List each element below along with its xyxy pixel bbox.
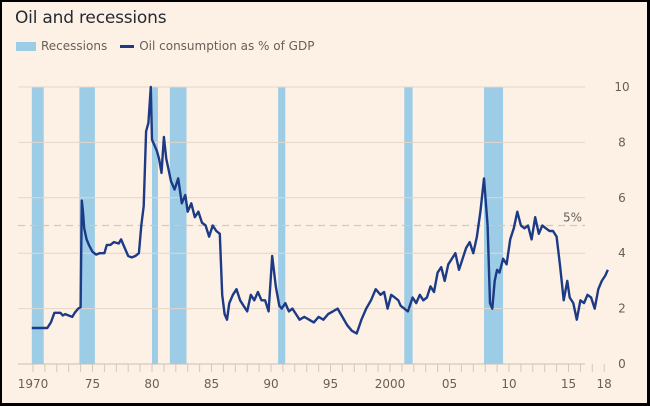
oil-consumption-line	[31, 85, 609, 335]
y-tick-label: 0	[618, 357, 626, 371]
x-tick-label: 10	[501, 377, 516, 391]
x-tick-label: 95	[323, 377, 338, 391]
legend-label-recessions: Recessions	[41, 39, 108, 53]
legend-swatch-oil	[120, 44, 135, 48]
x-tick-label: 75	[85, 377, 100, 391]
y-tick-label: 6	[618, 191, 626, 205]
reference-line-label: 5%	[563, 211, 582, 225]
x-tick-label: 15	[561, 377, 576, 391]
y-tick-label: 8	[618, 135, 626, 149]
recession-band	[79, 87, 95, 364]
y-tick-label: 10	[614, 80, 629, 94]
y-tick-label: 4	[618, 246, 626, 260]
legend-label-oil: Oil consumption as % of GDP	[139, 39, 315, 53]
x-tick-label: 1970	[18, 377, 49, 391]
recession-band	[278, 87, 286, 364]
x-tick-label: 80	[144, 377, 159, 391]
x-tick-label: 85	[204, 377, 219, 391]
x-tick-label: 05	[442, 377, 457, 391]
x-tick-label: 2000	[375, 377, 406, 391]
y-tick-label: 2	[618, 302, 626, 316]
recession-band	[31, 87, 44, 364]
legend-swatch-recessions	[16, 41, 36, 51]
chart-title: Oil and recessions	[15, 8, 167, 28]
legend: Recessions Oil consumption as % of GDP	[16, 39, 314, 53]
x-tick-label: 18	[597, 377, 612, 391]
x-tick-label: 90	[263, 377, 278, 391]
